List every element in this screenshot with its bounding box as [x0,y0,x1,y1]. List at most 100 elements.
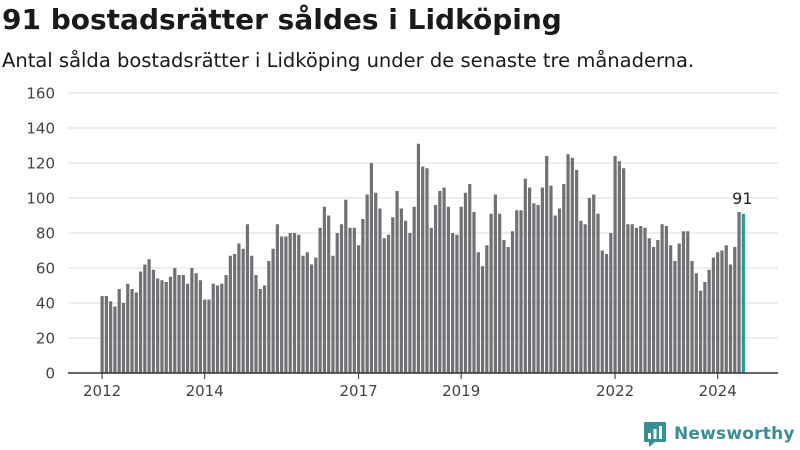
bar [275,224,279,373]
bar [395,191,399,373]
bar [339,224,344,373]
bars [100,143,745,373]
bar [506,247,510,373]
y-tick-label: 100 [26,190,55,208]
bar [100,296,104,373]
bar [382,238,386,373]
bar [215,285,220,373]
bar [476,252,480,373]
bar [408,233,412,373]
bar [622,168,626,373]
bar [673,261,677,373]
bar [549,185,553,373]
bar [121,303,126,373]
bar [442,187,446,373]
bar [686,231,690,373]
bar [485,245,489,373]
bar [664,226,668,373]
bar [305,252,309,373]
bar [613,156,617,373]
bar [523,178,527,373]
bar [604,254,609,373]
bar [651,247,656,373]
bar [421,166,425,373]
bar [356,245,361,373]
bar [109,301,113,373]
bar [173,268,177,373]
bar [309,264,314,373]
bar [510,231,515,373]
bar [669,245,673,373]
bar [271,248,275,373]
bar [168,276,173,373]
bar [284,236,288,373]
y-tick-label: 140 [26,120,55,138]
bar [280,236,284,373]
bar [292,233,297,373]
bar [429,227,433,373]
bar [716,252,720,373]
bar [344,199,348,373]
bar [361,219,365,373]
bar [656,240,660,373]
bar [728,264,733,373]
bar [335,233,339,373]
bar [147,259,151,373]
bar [386,234,391,373]
bar [690,261,694,373]
bar [181,275,185,373]
bar [720,250,724,373]
y-axis-ticks: 0 20 40 60 80 100 120 140 160 [26,85,55,383]
bar [575,170,579,373]
bar [391,217,395,373]
data-labels: 91 [732,189,752,208]
bar [562,184,566,373]
bar [737,212,741,373]
bar [130,289,134,373]
bar [288,233,292,373]
y-tick-label: 160 [26,85,55,103]
bar [224,275,228,373]
bar [463,192,468,373]
bar [459,206,463,373]
bar [515,210,519,373]
bar [267,261,271,373]
bar [160,280,164,373]
bar [151,269,156,373]
bar [433,205,438,373]
y-tick-label: 80 [36,225,55,243]
last-value-label: 91 [732,189,752,208]
bar [369,163,374,373]
bar [609,233,613,373]
bar [480,266,485,373]
bar [519,210,523,373]
x-tick-label: 2017 [339,382,377,400]
bar [733,247,737,373]
x-tick-label: 2019 [442,382,480,400]
bar [314,257,318,373]
y-tick-label: 40 [36,295,55,313]
bar [134,292,138,373]
bar [194,273,198,373]
bar [617,161,621,373]
bar [198,280,203,373]
x-axis: 2012 2014 2017 2019 2022 2024 [68,372,778,400]
bar [600,250,604,373]
bar [634,227,639,373]
bar [113,306,117,373]
bar [352,227,356,373]
bar [540,187,545,373]
bar [177,275,181,373]
bar [104,296,108,373]
bar [143,264,147,373]
bar [348,227,352,373]
bar [241,248,245,373]
y-tick-label: 20 [36,330,55,348]
bar [647,238,651,373]
bar [579,220,583,373]
bar [245,224,250,373]
bar [258,289,262,373]
bar [711,257,716,373]
bar [489,213,493,373]
